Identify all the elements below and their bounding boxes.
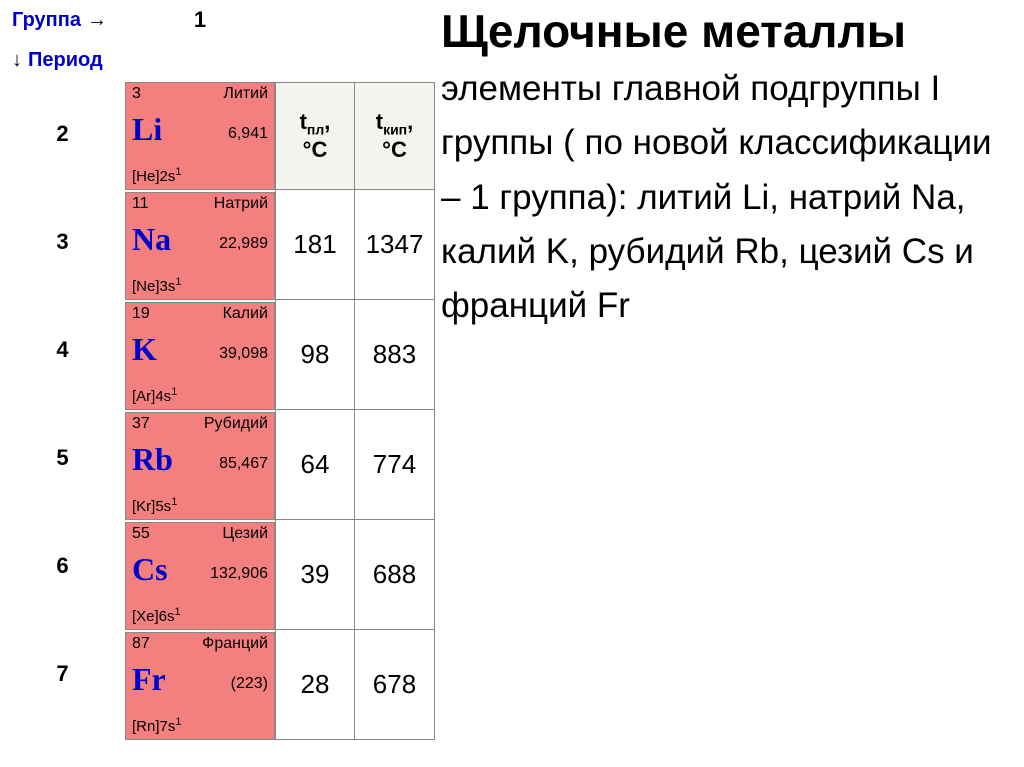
electron-config: [He]2s1 <box>132 166 181 185</box>
element-symbol: Fr <box>132 661 166 698</box>
temp-header-row: tпл, °С tкип, °С <box>275 82 435 190</box>
period-number: 7 <box>0 620 125 728</box>
element-symbol: Cs <box>132 551 168 588</box>
boiling-point-value: 774 <box>355 410 435 520</box>
period-column: Группа → ↓ Период 2 3 4 5 6 7 <box>0 0 125 767</box>
atomic-mass: 6,941 <box>228 125 268 143</box>
melting-point-value: 64 <box>275 410 355 520</box>
element-symbol: Na <box>132 221 171 258</box>
group-label-row: Группа → <box>0 0 125 40</box>
element-cell: 37 Рубидий Rb 85,467 [Kr]5s1 <box>125 412 275 520</box>
atomic-mass: 132,906 <box>210 565 268 583</box>
electron-config: [Ar]4s1 <box>132 386 177 405</box>
melting-point-value: 98 <box>275 300 355 410</box>
group-label: Группа <box>0 9 81 32</box>
atomic-mass: (223) <box>231 675 268 693</box>
atomic-number: 55 <box>132 525 150 543</box>
atomic-number: 19 <box>132 305 150 323</box>
electron-config: [Kr]5s1 <box>132 496 177 515</box>
element-cell: 3 Литий Li 6,941 [He]2s1 <box>125 82 275 190</box>
element-cell: 55 Цезий Cs 132,906 [Xe]6s1 <box>125 522 275 630</box>
period-number: 5 <box>0 404 125 512</box>
element-symbol: Li <box>132 111 162 148</box>
temp-row: 28678 <box>275 630 435 740</box>
element-cell: 11 Натрий Na 22,989 [Ne]3s1 <box>125 192 275 300</box>
page-title: Щелочные металлы <box>441 4 1014 58</box>
atomic-number: 11 <box>132 195 149 213</box>
spacer <box>125 40 275 80</box>
boiling-point-value: 678 <box>355 630 435 740</box>
melting-point-header: tпл, °С <box>275 83 355 190</box>
element-cell: 19 Калий K 39,098 [Ar]4s1 <box>125 302 275 410</box>
temp-row: 1811347 <box>275 190 435 300</box>
period-number: 3 <box>0 188 125 296</box>
atomic-number: 37 <box>132 415 150 433</box>
boiling-point-header: tкип, °С <box>355 83 435 190</box>
boiling-point-value: 1347 <box>355 190 435 300</box>
period-label-row: ↓ Период <box>0 40 125 80</box>
temp-row: 98883 <box>275 300 435 410</box>
content-area: Щелочные металлы элементы главной подгру… <box>435 0 1024 767</box>
atomic-mass: 22,989 <box>219 235 268 253</box>
boiling-point-value: 883 <box>355 300 435 410</box>
period-number: 4 <box>0 296 125 404</box>
element-name: Рубидий <box>204 415 268 433</box>
atomic-number: 3 <box>132 85 141 103</box>
element-symbol: K <box>132 331 157 368</box>
element-name: Литий <box>223 85 268 103</box>
electron-config: [Rn]7s1 <box>132 716 181 735</box>
boiling-point-value: 688 <box>355 520 435 630</box>
atomic-number: 87 <box>132 635 150 653</box>
element-symbol: Rb <box>132 441 173 478</box>
period-number: 6 <box>0 512 125 620</box>
element-cell: 87 Франций Fr (223) [Rn]7s1 <box>125 632 275 740</box>
electron-config: [Ne]3s1 <box>132 276 181 295</box>
atomic-mass: 39,098 <box>219 345 268 363</box>
arrow-right-icon: → <box>87 9 107 32</box>
melting-point-value: 39 <box>275 520 355 630</box>
atomic-mass: 85,467 <box>219 455 268 473</box>
electron-config: [Xe]6s1 <box>132 606 181 625</box>
period-number: 2 <box>0 80 125 188</box>
element-name: Калий <box>223 305 268 323</box>
arrow-down-icon: ↓ <box>12 49 22 72</box>
element-name: Цезий <box>222 525 268 543</box>
body-text: элементы главной подгруппы I группы ( по… <box>441 62 1014 333</box>
spacer <box>275 0 435 82</box>
melting-point-value: 181 <box>275 190 355 300</box>
temp-row: 39688 <box>275 520 435 630</box>
period-label: Период <box>28 49 103 72</box>
temp-row: 64774 <box>275 410 435 520</box>
group-number: 1 <box>125 0 275 40</box>
elements-column: 1 3 Литий Li 6,941 [He]2s1 11 Натрий Na 22,989 [N… <box>125 0 275 767</box>
element-name: Франций <box>202 635 268 653</box>
melting-point-value: 28 <box>275 630 355 740</box>
element-name: Натрий <box>214 195 268 213</box>
temperature-table: tпл, °С tкип, °С 18113479888364774396882… <box>275 0 435 767</box>
